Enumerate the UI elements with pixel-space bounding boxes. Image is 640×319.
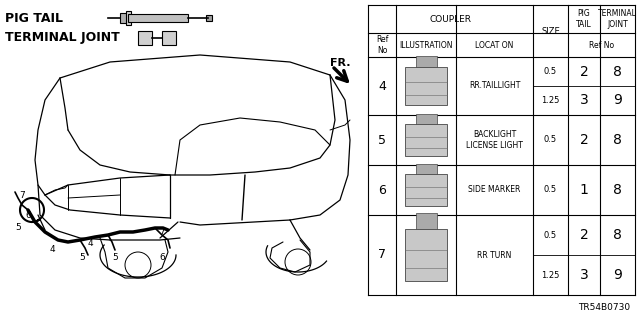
Text: 8: 8 <box>613 183 622 197</box>
Text: 5: 5 <box>378 133 386 146</box>
Bar <box>415 56 436 67</box>
Text: 4: 4 <box>87 240 93 249</box>
Text: 8: 8 <box>613 64 622 78</box>
Text: TR54B0730: TR54B0730 <box>578 303 630 312</box>
Bar <box>405 67 447 105</box>
Text: 4: 4 <box>378 79 386 93</box>
Bar <box>162 31 176 45</box>
Text: Ref No: Ref No <box>589 41 614 49</box>
Text: 3: 3 <box>580 93 588 108</box>
Text: BACKLIGHT
LICENSE LIGHT: BACKLIGHT LICENSE LIGHT <box>466 130 523 150</box>
Text: TERMINAL JOINT: TERMINAL JOINT <box>5 32 120 44</box>
Text: 3: 3 <box>580 268 588 282</box>
Text: 9: 9 <box>613 93 622 108</box>
Bar <box>126 11 131 25</box>
Text: Ref
No: Ref No <box>376 35 388 55</box>
Text: 6: 6 <box>378 183 386 197</box>
Text: PIG TAIL: PIG TAIL <box>5 11 63 25</box>
Text: SIDE MARKER: SIDE MARKER <box>468 186 521 195</box>
Text: LOCAT ON: LOCAT ON <box>476 41 514 49</box>
Text: 1.25: 1.25 <box>541 96 560 105</box>
Text: 0.5: 0.5 <box>544 231 557 240</box>
Text: 0.5: 0.5 <box>544 186 557 195</box>
Bar <box>405 174 447 206</box>
Text: 5: 5 <box>79 254 85 263</box>
Text: 7: 7 <box>19 191 25 201</box>
Text: ILLUSTRATION: ILLUSTRATION <box>399 41 452 49</box>
Text: 5: 5 <box>112 254 118 263</box>
Text: 6: 6 <box>25 211 31 219</box>
Text: FR.: FR. <box>330 58 351 68</box>
Text: 8: 8 <box>613 133 622 147</box>
Text: 6: 6 <box>159 254 165 263</box>
Text: COUPLER: COUPLER <box>429 14 472 24</box>
Bar <box>405 229 447 281</box>
Bar <box>138 31 152 45</box>
Text: 2: 2 <box>580 228 588 242</box>
Text: RR TURN: RR TURN <box>477 250 512 259</box>
Text: PIG
TAIL: PIG TAIL <box>576 9 592 29</box>
Text: 8: 8 <box>613 228 622 242</box>
Text: TERMINAL
JOINT: TERMINAL JOINT <box>598 9 637 29</box>
Text: SIZE: SIZE <box>541 26 560 35</box>
Bar <box>368 5 635 295</box>
Text: 0.5: 0.5 <box>544 67 557 76</box>
Text: 9: 9 <box>613 268 622 282</box>
Text: 2: 2 <box>580 64 588 78</box>
Text: 7: 7 <box>378 249 386 262</box>
Text: 0.5: 0.5 <box>544 136 557 145</box>
Text: 1: 1 <box>580 183 588 197</box>
Text: 4: 4 <box>49 246 55 255</box>
Bar <box>415 213 436 229</box>
Bar <box>206 15 212 21</box>
Text: 7: 7 <box>159 227 165 236</box>
Bar <box>128 14 188 22</box>
Bar <box>415 114 436 124</box>
Bar <box>120 13 128 23</box>
Text: RR.TAILLIGHT: RR.TAILLIGHT <box>469 81 520 91</box>
Bar <box>415 164 436 174</box>
Text: 5: 5 <box>15 224 21 233</box>
Text: 1.25: 1.25 <box>541 271 560 279</box>
Text: 2: 2 <box>580 133 588 147</box>
Bar <box>405 124 447 156</box>
